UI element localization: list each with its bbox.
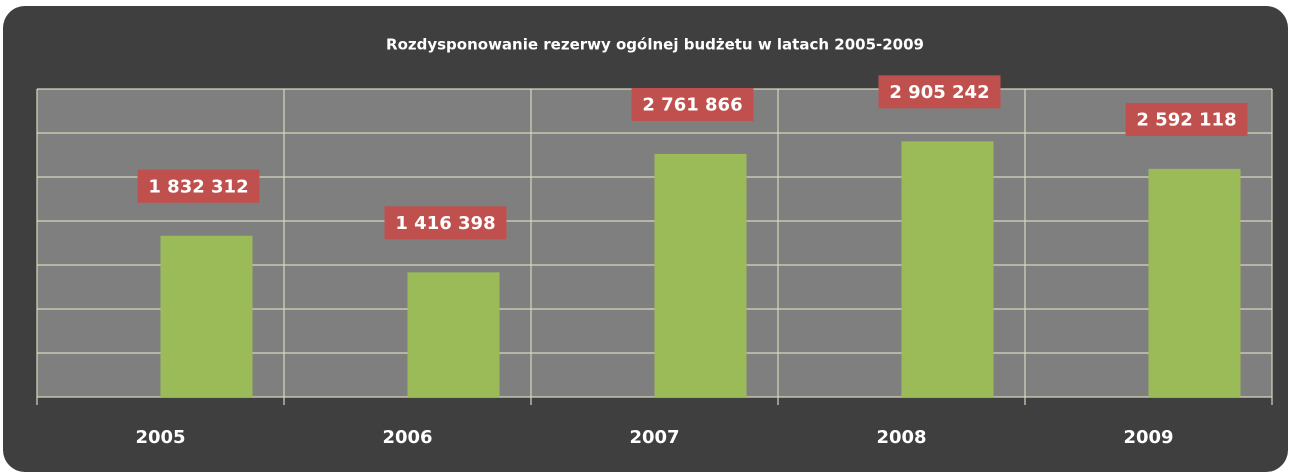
value-label: 1 416 398 <box>395 213 495 234</box>
x-tick-label: 2007 <box>629 427 679 448</box>
x-tick-label: 2006 <box>382 427 432 448</box>
x-tick-label: 2005 <box>135 427 185 448</box>
x-tick-label: 2008 <box>876 427 926 448</box>
bar <box>1148 168 1241 397</box>
bar <box>654 153 747 397</box>
chart-title: Rozdysponowanie rezerwy ogólnej budżetu … <box>386 36 924 54</box>
value-label: 2 761 866 <box>642 94 742 115</box>
value-label-box <box>137 169 260 203</box>
value-label: 2 905 242 <box>889 82 989 103</box>
value-label: 2 592 118 <box>1136 109 1236 130</box>
value-label-box <box>1125 102 1248 136</box>
value-label-box <box>384 206 507 240</box>
value-label-box <box>631 87 754 121</box>
bar <box>160 235 253 397</box>
value-label: 1 832 312 <box>148 176 248 197</box>
x-tick-label: 2009 <box>1123 427 1173 448</box>
bar <box>901 141 994 397</box>
bar <box>407 272 500 397</box>
value-label-box <box>878 75 1001 109</box>
